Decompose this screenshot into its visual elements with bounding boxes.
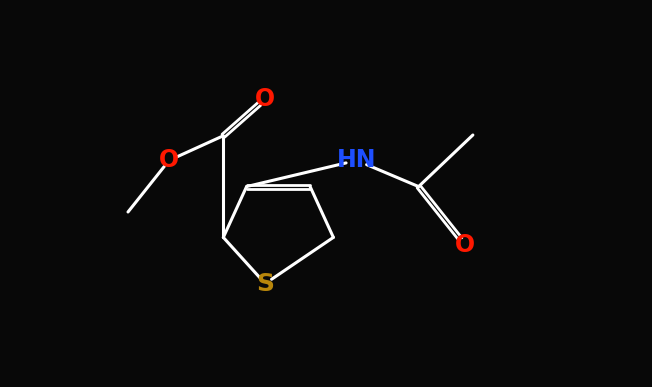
Text: S: S xyxy=(256,272,274,296)
Text: HN: HN xyxy=(337,148,376,172)
Text: O: O xyxy=(159,148,179,172)
Text: O: O xyxy=(255,87,275,111)
Text: O: O xyxy=(455,233,475,257)
